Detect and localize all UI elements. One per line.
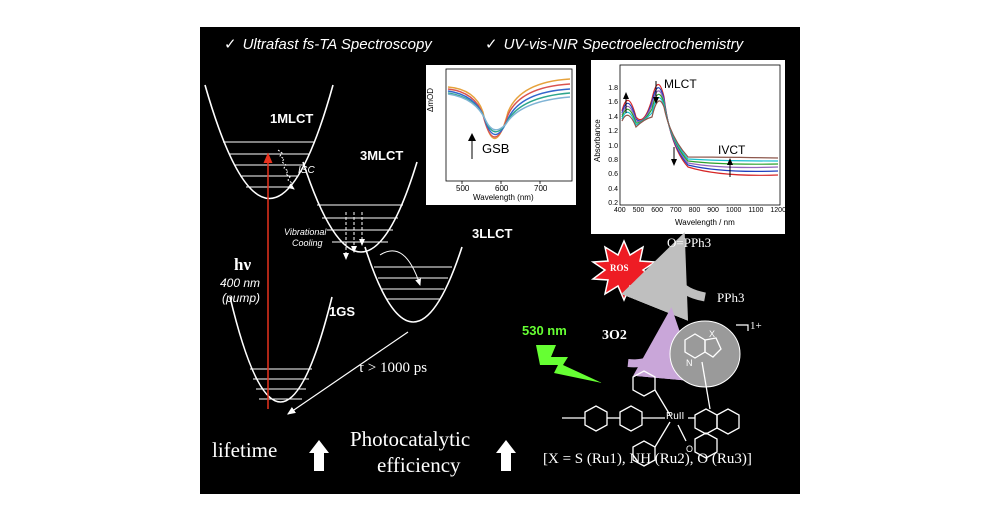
lightning-icon (536, 345, 602, 383)
sec-ytick: 1.0 (608, 142, 618, 150)
label-lifetime: lifetime (212, 438, 278, 462)
charge-bracket (736, 324, 749, 331)
sec-xtick: 800 (688, 207, 701, 214)
sec-ytick: 1.6 (608, 99, 618, 107)
sec-ytick: 1.8 (608, 85, 618, 92)
sec-xtick: 1200 (770, 207, 786, 214)
sec-xticks: 400 500 600 700 800 900 1000 1100 1200 (614, 207, 786, 214)
lifetime-up-arrow-icon (309, 440, 329, 471)
sec-xtick: 400 (614, 207, 626, 214)
sec-xtick: 500 (632, 207, 645, 214)
label-lifetime-value: τ > 1000 ps (358, 360, 428, 376)
cycle-arrow (621, 232, 706, 321)
product-label: O=PPh3 (667, 235, 711, 251)
sec-ytick: 0.8 (608, 157, 618, 165)
check-icon: ✓ (485, 36, 498, 53)
vibrational-cooling-arrows (343, 212, 365, 260)
ta-ylabel: ΔmOD (426, 87, 435, 112)
ta-gsb-label: GSB (482, 141, 510, 156)
ru-label: RuII (666, 411, 685, 422)
label-isc: ISC (298, 165, 315, 176)
sec-ivct-label: IVCT (718, 143, 746, 157)
ros-label: ROS (610, 263, 629, 273)
ta-xlabel: Wavelength (nm) (473, 193, 534, 202)
sec-xlabel: Wavelength / nm (675, 218, 735, 227)
check-icon: ✓ (224, 36, 237, 53)
ta-tick-marks (461, 181, 541, 184)
header-ta-text: Ultrafast fs-TA Spectroscopy (242, 36, 432, 53)
charge-label: 1+ (750, 320, 762, 332)
efficiency-up-arrow-icon (496, 440, 516, 471)
substrate-label: PPh3 (717, 290, 745, 305)
label-photocatalytic: Photocatalytic (350, 427, 471, 451)
o-atom-label: O (686, 444, 694, 454)
ta-tick-600: 600 (495, 184, 509, 193)
n-atom-label: N (686, 358, 693, 368)
sec-xtick: 1000 (725, 207, 742, 214)
sec-ytick: 1.2 (608, 128, 618, 136)
label-hv: hν (234, 255, 252, 274)
well-3mlct (302, 161, 418, 253)
sec-xtick: 900 (707, 207, 719, 214)
crossing-arrow (379, 250, 421, 286)
levels-1gs (250, 368, 312, 400)
levels-3llct (374, 266, 452, 300)
ru-complex-structure (562, 333, 740, 467)
ta-plot (426, 65, 576, 205)
label-pump-wavelength: 400 nm (220, 276, 261, 290)
label-3mlct: 3MLCT (360, 148, 404, 163)
decay-arrow (287, 331, 409, 415)
label-cooling: Cooling (292, 238, 323, 248)
isc-arrow (277, 149, 295, 190)
well-3llct (364, 246, 463, 323)
label-vibrational: Vibrational (284, 227, 327, 237)
ta-tick-500: 500 (456, 184, 470, 193)
sec-ytick: 0.6 (608, 171, 618, 179)
sec-plot (591, 60, 785, 234)
sec-ytick: 0.4 (608, 185, 618, 193)
diagram-svg (204, 60, 785, 471)
product-text: O=PPh3 (667, 235, 712, 250)
light-label: 530 nm (522, 323, 567, 338)
o2-arrow (627, 307, 697, 382)
x-atom-label: X (709, 329, 716, 339)
graphical-abstract-panel: ✓ Ultrafast fs-TA Spectroscopy ✓ UV-vis-NI… (200, 27, 800, 494)
sec-ylabel: Absorbance (593, 119, 602, 162)
sec-ytick: 1.4 (608, 113, 618, 121)
label-1gs: 1GS (329, 304, 356, 319)
label-efficiency: efficiency (377, 453, 461, 477)
sec-ytick: 0.2 (608, 200, 618, 208)
o2-label: 3O2 (602, 328, 627, 343)
label-pump: (pump) (222, 291, 261, 305)
header-sec: ✓ UV-vis-NIR Spectroelectrochemistry (485, 35, 743, 53)
well-1gs (229, 296, 333, 403)
label-compounds: [X = S (Ru1), NH (Ru2), O (Ru3)] (543, 451, 752, 467)
header-ta: ✓ Ultrafast fs-TA Spectroscopy (224, 35, 432, 53)
sec-xtick: 700 (669, 207, 682, 214)
sec-mlct-label: MLCT (664, 77, 697, 91)
label-1mlct: 1MLCT (270, 111, 314, 126)
sec-yticks: 1.8 1.6 1.4 1.2 1.0 0.8 0.6 0.4 0.2 (604, 82, 618, 212)
well-1mlct (204, 84, 334, 199)
label-3llct: 3LLCT (472, 226, 513, 241)
sec-xtick: 600 (651, 207, 663, 214)
header-sec-text: UV-vis-NIR Spectroelectrochemistry (503, 36, 744, 53)
ta-tick-700: 700 (534, 184, 548, 193)
sec-xtick: 1100 (748, 207, 764, 214)
levels-3mlct (317, 204, 403, 243)
ligand-highlight (669, 320, 741, 388)
